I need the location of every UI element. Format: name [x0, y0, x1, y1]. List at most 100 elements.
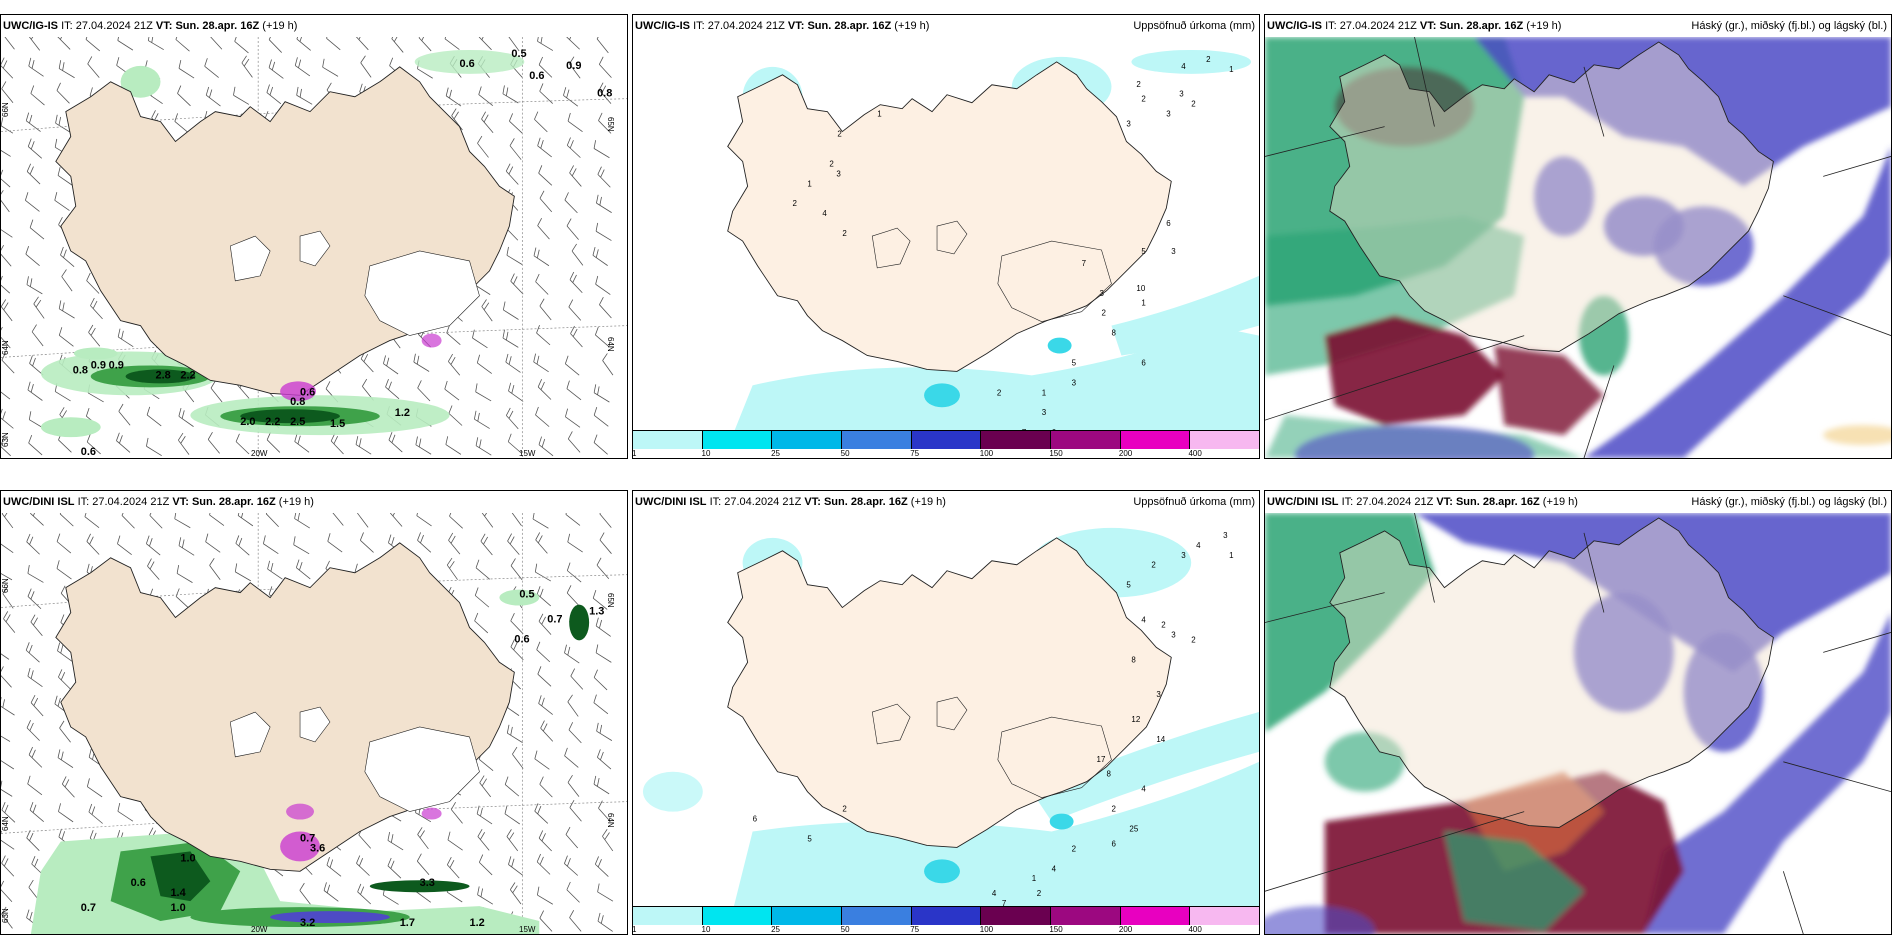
- lat-label: 64N: [606, 813, 615, 828]
- wind-barb: [234, 563, 252, 582]
- value-label: 8: [1106, 770, 1111, 779]
- wind-barb: [387, 857, 402, 879]
- graticule: [1265, 513, 1891, 934]
- it-label: IT:: [1325, 20, 1337, 32]
- colorbar-segment: [772, 431, 843, 449]
- wind-barb: [27, 775, 43, 796]
- value-label: 4: [822, 209, 827, 218]
- map-area[interactable]: 3143254232831214178422562412734256: [633, 513, 1259, 934]
- model-name: UWC/DINI ISL: [635, 496, 707, 508]
- wind-barb: [595, 617, 611, 637]
- wind-barb: [1, 780, 13, 797]
- lat-label: 64N: [1, 816, 10, 831]
- map-area[interactable]: 21432223312231242635710312853167632: [633, 37, 1259, 458]
- lead-time: (+19 h): [262, 20, 298, 32]
- wind-barb: [1, 534, 14, 553]
- wind-barb: [1, 299, 13, 322]
- colorbar-segment: [1190, 431, 1259, 449]
- wind-barb: [448, 405, 463, 426]
- wind-barb: [1, 408, 14, 429]
- wind-barb: [1, 648, 10, 660]
- value-label: 6: [1141, 358, 1146, 367]
- value-label: 2.8: [156, 369, 171, 381]
- wind-barb: [59, 720, 71, 743]
- precip-areas: [30, 589, 590, 934]
- colorbar-segment: [1051, 907, 1121, 925]
- wind-barb: [86, 778, 103, 798]
- value-label: 2: [1191, 100, 1196, 109]
- wind-barb: [391, 37, 404, 53]
- wind-barb: [268, 59, 284, 79]
- map-area[interactable]: 0.6 0.5 0.9 0.6 0.8 0.8 0.9 0.9 2.8 2.2 0.6 0.8 2.0 2…: [1, 37, 627, 458]
- wind-barb: [538, 613, 552, 635]
- wind-barb: [387, 832, 404, 851]
- value-label: 0.7: [300, 832, 315, 844]
- map-area[interactable]: 0.5 0.7 1.3 0.6 1.0 0.6 1.4 0.7 3.3 3.2 1.7 1.2 0.7 1…: [1, 513, 627, 934]
- wind-barb: [596, 37, 609, 54]
- wind-barb: [209, 513, 225, 526]
- wind-barb: [327, 533, 343, 553]
- cloud-map: [1265, 513, 1891, 934]
- wind-barb: [356, 855, 370, 876]
- wind-barb: [536, 324, 551, 346]
- wind-barb: [597, 166, 611, 188]
- value-label: 5: [1126, 581, 1131, 590]
- wind-barb: [567, 533, 583, 553]
- map-area[interactable]: [1265, 513, 1891, 934]
- wind-barb: [592, 247, 608, 266]
- wind-barb: [475, 383, 492, 402]
- wind-barb: [446, 324, 461, 345]
- wind-barb: [448, 532, 461, 555]
- wind-barb: [27, 667, 43, 688]
- value-label: 0.8: [290, 396, 305, 408]
- wind-barb: [57, 167, 74, 186]
- value-label: 0.8: [73, 364, 88, 376]
- wind-barb: [30, 614, 43, 637]
- wind-barb: [539, 83, 554, 104]
- wind-barb: [31, 324, 44, 347]
- wind-barb: [593, 775, 610, 795]
- wind-barb: [477, 828, 490, 851]
- map-area[interactable]: [1265, 37, 1891, 458]
- lead-time: (+19 h): [1542, 496, 1578, 508]
- wind-barb: [88, 324, 101, 347]
- wind-barb: [539, 190, 553, 213]
- wind-barb: [25, 642, 40, 663]
- wind-barb: [56, 82, 70, 104]
- colorbar-segment: [702, 431, 773, 449]
- value-label: 2: [1206, 55, 1211, 64]
- wind-barb: [33, 296, 45, 319]
- wind-barb: [27, 588, 42, 610]
- panel-uwc-dini-isl-precip: UWC/DINI ISL IT: 27.04.2024 21Z VT: Sun.…: [632, 490, 1260, 935]
- wind-barb: [323, 882, 339, 902]
- wind-barb: [28, 434, 43, 456]
- value-label: 2: [829, 159, 834, 168]
- glaciers: [229, 706, 480, 812]
- wind-barb: [177, 85, 191, 107]
- wind-barb: [504, 776, 520, 797]
- wind-barb: [593, 140, 610, 159]
- wind-barb: [1, 855, 15, 877]
- wind-barb: [564, 747, 579, 768]
- colorbar-segment: [981, 431, 1052, 449]
- wind-barb: [28, 746, 43, 768]
- value-label: 1: [1032, 874, 1037, 883]
- wind-barb: [383, 355, 399, 375]
- wind-barb: [1, 169, 11, 188]
- value-label: 0.6: [460, 58, 475, 70]
- vt-value: Sun. 28.apr. 16Z: [807, 20, 892, 32]
- wind-barb: [478, 854, 493, 876]
- wind-barb: [294, 433, 310, 453]
- wind-barb: [207, 431, 220, 454]
- model-name: UWC/IG-IS: [3, 20, 58, 32]
- wind-barb: [147, 558, 160, 580]
- value-label: 25: [1129, 824, 1138, 833]
- colorbar-segment: [911, 431, 982, 449]
- wind-barb: [418, 37, 432, 52]
- wind-barb: [326, 37, 341, 51]
- wind-barb: [595, 275, 611, 295]
- colorbar-segment: [981, 907, 1052, 925]
- value-label: 2: [792, 199, 797, 208]
- wind-barb: [174, 113, 189, 134]
- wind-barb: [476, 805, 493, 825]
